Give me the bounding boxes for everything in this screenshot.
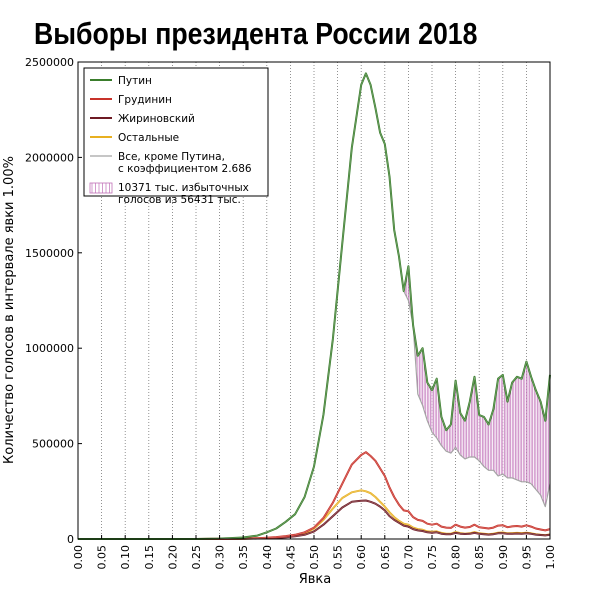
x-tick-label: 0.65 xyxy=(379,545,392,570)
series-line-highlight xyxy=(78,451,551,540)
legend-swatch xyxy=(89,182,113,194)
x-tick-label: 0.20 xyxy=(166,545,179,570)
chart-title: Выборы президента России 2018 xyxy=(34,16,478,51)
x-tick-label: 0.70 xyxy=(402,545,415,570)
x-tick-label: 0.40 xyxy=(261,545,274,570)
x-tick-label: 1.00 xyxy=(544,545,557,570)
legend-label: 10371 тыс. избыточных xyxy=(118,182,249,194)
legend-label: Все, кроме Путина, xyxy=(118,151,225,163)
x-tick-label: 0.90 xyxy=(497,545,510,570)
y-tick-label: 500000 xyxy=(32,438,74,451)
y-tick-label: 1500000 xyxy=(25,247,74,260)
y-tick-label: 2000000 xyxy=(25,151,74,164)
x-tick-labels: 0.00 0.05 0.10 0.15 0.20 0.25 0.30 0.35 0.40 0.45… xyxy=(72,545,557,570)
x-tick-label: 0.60 xyxy=(355,545,368,570)
x-tick-label: 0.25 xyxy=(190,545,203,570)
series-line xyxy=(78,72,551,540)
y-tick-labels: 0 500000 1000000 1500000 2000000 2500000 xyxy=(25,56,74,546)
legend-label: голосов из 56431 тыс. xyxy=(118,194,241,206)
legend-label: с коэффициентом 2.686 xyxy=(118,163,252,175)
x-tick-label: 0.10 xyxy=(119,545,132,570)
plot-frame xyxy=(77,61,551,540)
x-tick-label: 0.75 xyxy=(426,545,439,570)
legend-label: Путин xyxy=(118,75,152,87)
legend-label: Остальные xyxy=(118,132,179,144)
x-tick-label: 0.05 xyxy=(96,545,109,570)
legend-label: Жириновский xyxy=(118,113,195,125)
x-tick-label: 0.55 xyxy=(332,545,345,570)
series-line xyxy=(78,451,551,540)
y-tick-label: 1000000 xyxy=(25,342,74,355)
x-axis-label: Явка xyxy=(299,572,332,587)
y-tick-label: 0 xyxy=(67,533,74,546)
x-tick-label: 0.50 xyxy=(308,545,321,570)
series-lines xyxy=(78,72,551,540)
axes xyxy=(77,61,551,540)
legend-box xyxy=(83,67,269,197)
x-tick-label: 0.85 xyxy=(473,545,486,570)
legend-label: Грудинин xyxy=(118,94,172,106)
x-tick-label: 0.00 xyxy=(72,545,85,570)
x-tick-label: 0.95 xyxy=(520,545,533,570)
x-tick-label: 0.15 xyxy=(143,545,156,570)
excess-votes-hatch xyxy=(404,266,549,507)
series-line-highlight xyxy=(78,72,551,540)
y-tick-label: 2500000 xyxy=(25,56,74,69)
legend: Путин Грудинин Жириновский Остальные Все, кр… xyxy=(83,67,269,206)
y-axis-label: Количество голосов в интервале явки 1.00… xyxy=(2,156,17,464)
x-tick-label: 0.45 xyxy=(284,545,297,570)
x-tick-label: 0.80 xyxy=(450,545,463,570)
x-tick-label: 0.30 xyxy=(214,545,227,570)
x-tick-label: 0.35 xyxy=(237,545,250,570)
